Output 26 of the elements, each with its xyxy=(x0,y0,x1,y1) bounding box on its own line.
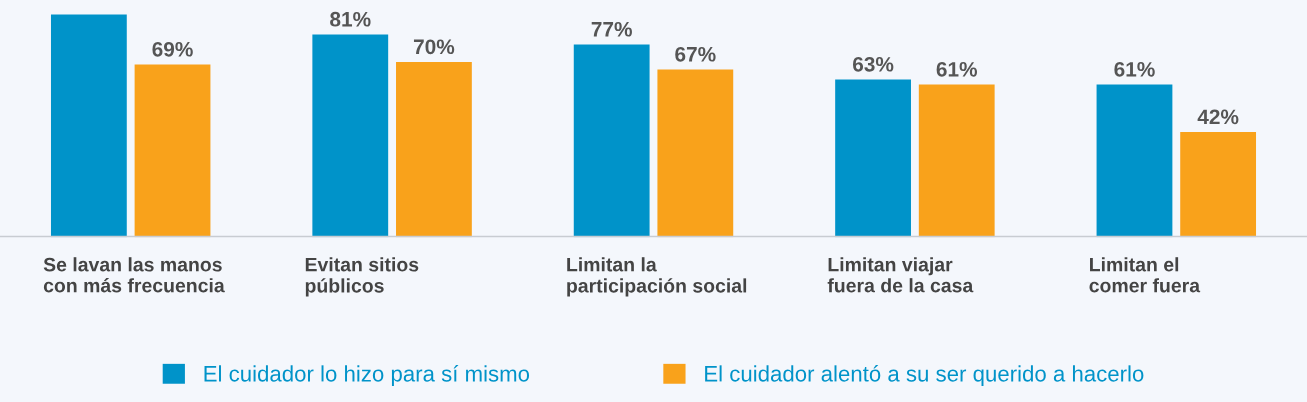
data-label: 67% xyxy=(675,46,716,62)
bar xyxy=(50,14,127,238)
bar xyxy=(657,69,734,238)
bar xyxy=(396,62,472,238)
data-label: 61% xyxy=(1114,61,1155,77)
bar xyxy=(918,84,995,238)
bar xyxy=(1096,84,1173,238)
x-tick-label: Limitan viajar fuera de la casa xyxy=(827,257,974,293)
x-tick-label: Se lavan las manos con más frecuencia xyxy=(43,257,225,293)
legend-label: El cuidador lo hizo para sí mismo xyxy=(204,365,530,387)
bar xyxy=(1180,132,1257,238)
bar xyxy=(134,64,211,238)
data-label: 77% xyxy=(591,21,632,37)
data-label: 81% xyxy=(330,11,371,27)
bar xyxy=(312,34,389,238)
data-label: 70% xyxy=(413,39,455,55)
data-label: 69% xyxy=(152,41,193,57)
data-label: 61% xyxy=(936,61,978,77)
x-tick-label: Limitan el comer fuera xyxy=(1089,257,1201,293)
x-tick-label: Evitan sitios públicos xyxy=(305,257,419,297)
data-label: 42% xyxy=(1197,109,1239,125)
x-tick-label: Limitan la participación social xyxy=(567,257,747,297)
bar xyxy=(573,44,650,238)
data-label: 63% xyxy=(852,56,894,72)
bar xyxy=(835,79,911,238)
legend-label: El cuidador alentó a su ser querido a hacerlo xyxy=(705,365,1144,387)
